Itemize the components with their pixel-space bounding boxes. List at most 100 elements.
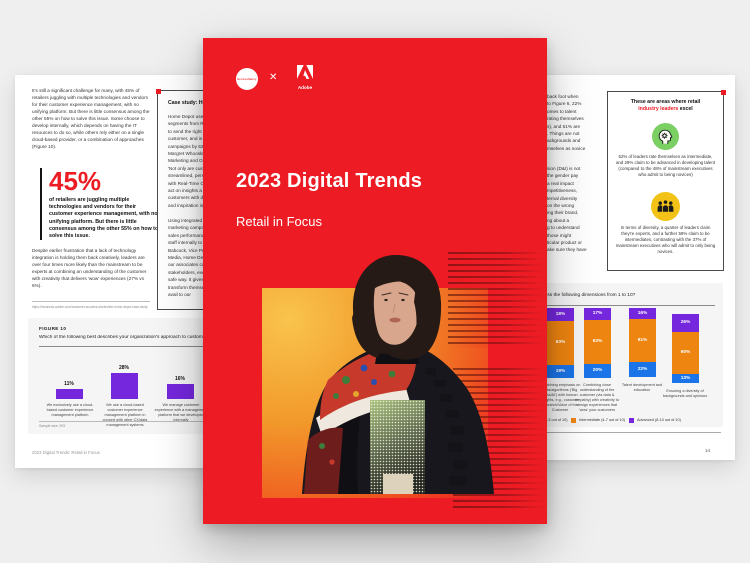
text-line: a real impact — [547, 180, 574, 186]
right-page-column-fragment-2: sion (D&I) is not the gender pay a real … — [547, 165, 587, 254]
leaders-box-title-red: industry leaders — [638, 106, 679, 113]
case-study-line: transform themse — [168, 284, 205, 290]
segment-intermediate: 61% — [629, 319, 656, 362]
case-study-line: Using integrated — [168, 218, 203, 223]
case-study-text-block-1: Home Depot uses segments from R to send … — [168, 113, 206, 209]
text-line: rating themselves — [547, 116, 584, 122]
text-line: sion (D&I) is not — [547, 166, 581, 171]
figure10-bar — [111, 373, 138, 399]
case-study-line: stakeholders, eve — [168, 269, 205, 275]
case-study-line: act on insights a — [168, 188, 202, 194]
text-line: on the wrong — [547, 203, 575, 209]
adobe-logo-text: Adobe — [297, 85, 313, 90]
page-number: 14 — [705, 448, 711, 453]
leaders-box-title-tail: excel — [678, 106, 693, 113]
case-study-line: streamlined, pers — [168, 173, 204, 179]
text-line: those might — [547, 232, 572, 238]
footnote-divider — [32, 301, 150, 302]
figure10-bar-label: We use a cloud-based customer experience… — [102, 403, 148, 427]
brand-separator-x-icon: ✕ — [269, 72, 278, 83]
segment-advanced: 18% — [547, 308, 574, 321]
left-page-paragraph-1: It's still a significant challenge for m… — [32, 88, 150, 150]
case-study-line: and inspiration is — [168, 202, 204, 208]
case-study-line: staff internally to — [168, 240, 203, 246]
segment-novice: 19% — [547, 365, 574, 378]
text-line: to Figure 6, 22% — [547, 101, 582, 107]
segment-intermediate: 63% — [547, 321, 574, 365]
leaders-box-title-black: These are areas where retail — [630, 99, 701, 105]
figure10-bar-label: We manage customer experience with a man… — [154, 403, 208, 422]
figure10-title: Which of the following best describes yo… — [39, 335, 264, 340]
figure10-bar — [167, 384, 194, 399]
text-line: s), and 61% are — [547, 123, 581, 129]
case-study-line: marketing campa — [168, 225, 204, 231]
text-line: mpetitiveness, — [547, 188, 577, 194]
leaders-box-item1-text: 52% of leaders rate themselves as interm… — [615, 154, 716, 177]
head-gear-icon — [658, 129, 673, 145]
case-study-line: avail to our — [168, 292, 191, 298]
left-page-paragraph-2: Despite earlier frustration that a lack … — [32, 248, 147, 289]
legend-swatch-intermediate — [571, 418, 576, 423]
legend-label-intermediate: Intermediate (4-7 out of 10) — [579, 417, 626, 422]
diversity-icon — [651, 192, 680, 221]
leaders-box-title: These are areas where retail industry le… — [614, 99, 717, 113]
figure10-sample-size: Sample size: 293 — [39, 424, 66, 428]
segment-intermediate: 63% — [584, 320, 611, 364]
case-study-line: our associates ca — [168, 262, 205, 268]
segment-advanced: 26% — [672, 314, 699, 332]
case-study-line: segments from R — [168, 121, 204, 127]
case-study-line: customer, and in — [168, 136, 203, 142]
case-study-line: Media, Home De — [168, 255, 204, 261]
people-group-icon — [657, 199, 674, 213]
report-cover: Econsultancy ✕ Adobe 2023 Digital Trends… — [203, 38, 547, 524]
case-study-line: customers with d — [168, 195, 204, 201]
stat-callout-text: of retailers are juggling multiple techn… — [49, 197, 159, 240]
case-study-line: 'Not only are cust — [168, 165, 205, 171]
figure10-bar-value: 28% — [118, 365, 129, 371]
stat-callout: 45% of retailers are juggling multiple t… — [40, 166, 159, 241]
case-study-title: Case study: Ho — [168, 100, 206, 106]
text-line: ternal diversity — [547, 195, 578, 201]
segment-novice: 20% — [584, 364, 611, 378]
industry-leaders-box: These are areas where retail industry le… — [607, 89, 726, 271]
text-line: g to understand — [547, 225, 580, 231]
cover-title: 2023 Digital Trends — [236, 170, 423, 192]
legend-label-advanced: Advanced (8-10 out of 10) — [637, 417, 681, 422]
legend-swatch-advanced — [629, 418, 634, 423]
segment-advanced: 17% — [584, 308, 611, 320]
text-line: ng about a — [547, 217, 570, 223]
adobe-mark-icon — [297, 65, 313, 79]
leaders-box-corner-marker — [720, 89, 726, 95]
econsultancy-logo-text: Econsultancy — [237, 77, 257, 81]
figure10-bar-value: 11% — [64, 381, 74, 387]
cover-model-illustration — [302, 254, 494, 494]
segment-novice: 13% — [672, 374, 699, 383]
case-study-line: campaigns by 62 — [168, 143, 204, 149]
econsultancy-logo: Econsultancy — [236, 68, 258, 90]
segment-advanced: 16% — [629, 308, 656, 319]
figure10-sample-divider — [39, 421, 339, 422]
figure10-bar-value: 16% — [174, 376, 185, 382]
case-study-line: Babcock, Vice Pr — [168, 247, 204, 253]
stacked-bar-label: Combining emphasis on data/algorithms ('… — [539, 383, 581, 412]
figure10-label: FIGURE 10 — [39, 326, 67, 331]
segment-intermediate: 60% — [672, 332, 699, 374]
text-line: ticular product or — [547, 240, 582, 246]
case-study-text-block-2: Using integrated marketing campa sales p… — [168, 217, 205, 298]
left-page-footer: 2023 Digital Trends: Retail in Focus — [32, 450, 100, 455]
glitch-streaks-top — [448, 252, 547, 348]
stacked-figure-divider — [423, 305, 715, 306]
stacked-bar-label: Talent development and education — [621, 383, 663, 392]
stacked-bar-label: Combining close understanding of the cus… — [575, 383, 619, 412]
talent-icon — [652, 123, 679, 150]
case-study-line: Home Depot uses — [168, 114, 206, 119]
figure10-bar-label: We exclusively use a cloud-based custome… — [46, 403, 94, 417]
case-study-line: sales performanc — [168, 232, 204, 238]
stat-callout-number: 45% — [49, 166, 102, 196]
text-line: back foot when — [547, 94, 579, 99]
text-line: the gender pay — [547, 173, 579, 179]
case-study-line: with Real-Time C — [168, 180, 204, 186]
case-study-line: Margret Whoosle — [168, 151, 204, 157]
case-study-line: to send the right — [168, 128, 202, 134]
